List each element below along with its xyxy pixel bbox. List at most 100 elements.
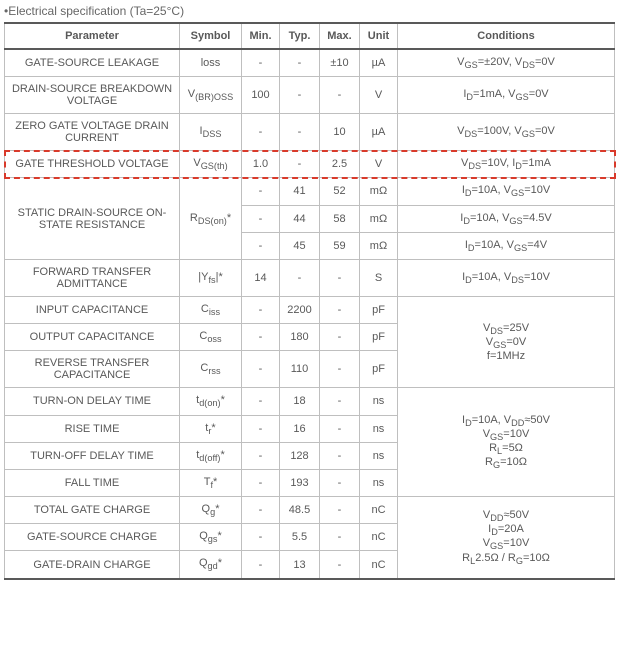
table-row: INPUT CAPACITANCECiss-2200-pFVDS=25VVGS=…	[5, 296, 615, 323]
cell-min: -	[242, 497, 280, 524]
spec-table: Parameter Symbol Min. Typ. Max. Unit Con…	[4, 22, 615, 580]
cell-unit: nC	[360, 497, 398, 524]
cell-unit: V	[360, 77, 398, 114]
cell-unit: ns	[360, 388, 398, 415]
cell-symbol: VGS(th)	[180, 151, 242, 178]
cell-min: -	[242, 442, 280, 469]
cell-typ: -	[280, 259, 320, 296]
cell-max: -	[320, 296, 360, 323]
cell-conditions: VDD≈50VID=20AVGS=10VRL2.5Ω / RG=10Ω	[398, 497, 615, 579]
cell-max: 2.5	[320, 151, 360, 178]
cell-parameter: TOTAL GATE CHARGE	[5, 497, 180, 524]
cell-symbol: Qg*	[180, 497, 242, 524]
cell-unit: mΩ	[360, 178, 398, 205]
cell-min: -	[242, 551, 280, 579]
table-body: GATE-SOURCE LEAKAGEloss--±10µAVGS=±20V, …	[5, 49, 615, 579]
cell-max: 52	[320, 178, 360, 205]
cell-typ: -	[280, 151, 320, 178]
cell-max: -	[320, 469, 360, 496]
cell-unit: ns	[360, 415, 398, 442]
table-row: TURN-ON DELAY TIMEtd(on)*-18-nsID=10A, V…	[5, 388, 615, 415]
cell-min: -	[242, 469, 280, 496]
cell-conditions: VGS=±20V, VDS=0V	[398, 49, 615, 77]
cell-parameter: TURN-OFF DELAY TIME	[5, 442, 180, 469]
cell-max: -	[320, 259, 360, 296]
cell-max: -	[320, 524, 360, 551]
cell-conditions: VDS=10V, ID=1mA	[398, 151, 615, 178]
cell-symbol: V(BR)OSS	[180, 77, 242, 114]
table-row: GATE-SOURCE LEAKAGEloss--±10µAVGS=±20V, …	[5, 49, 615, 77]
cell-parameter: INPUT CAPACITANCE	[5, 296, 180, 323]
cell-typ: 45	[280, 232, 320, 259]
cell-parameter: GATE THRESHOLD VOLTAGE	[5, 151, 180, 178]
cell-max: -	[320, 351, 360, 388]
cell-unit: µA	[360, 114, 398, 151]
cell-typ: 180	[280, 324, 320, 351]
cell-min: 1.0	[242, 151, 280, 178]
cell-max: -	[320, 324, 360, 351]
cell-unit: mΩ	[360, 232, 398, 259]
cell-typ: 44	[280, 205, 320, 232]
cell-typ: 2200	[280, 296, 320, 323]
cell-parameter: REVERSE TRANSFER CAPACITANCE	[5, 351, 180, 388]
cell-symbol: Crss	[180, 351, 242, 388]
cell-parameter: GATE-SOURCE CHARGE	[5, 524, 180, 551]
table-caption: •Electrical specification (Ta=25°C)	[4, 4, 615, 18]
cell-typ: 13	[280, 551, 320, 579]
cell-typ: 16	[280, 415, 320, 442]
cell-symbol: td(on)*	[180, 388, 242, 415]
th-parameter: Parameter	[5, 23, 180, 49]
cell-symbol: Qgs*	[180, 524, 242, 551]
cell-min: 14	[242, 259, 280, 296]
cell-unit: ns	[360, 469, 398, 496]
cell-max: 58	[320, 205, 360, 232]
cell-min: -	[242, 232, 280, 259]
cell-parameter: GATE-SOURCE LEAKAGE	[5, 49, 180, 77]
th-typ: Typ.	[280, 23, 320, 49]
cell-parameter: FALL TIME	[5, 469, 180, 496]
table-row: DRAIN-SOURCE BREAKDOWN VOLTAGEV(BR)OSS10…	[5, 77, 615, 114]
cell-min: -	[242, 324, 280, 351]
cell-min: -	[242, 524, 280, 551]
cell-parameter: ZERO GATE VOLTAGE DRAIN CURRENT	[5, 114, 180, 151]
cell-symbol: IDSS	[180, 114, 242, 151]
cell-unit: V	[360, 151, 398, 178]
cell-min: -	[242, 205, 280, 232]
cell-parameter: RISE TIME	[5, 415, 180, 442]
cell-conditions: ID=10A, VGS=10V	[398, 178, 615, 205]
cell-conditions: VDS=25VVGS=0Vf=1MHz	[398, 296, 615, 387]
cell-unit: nC	[360, 524, 398, 551]
cell-max: -	[320, 442, 360, 469]
table-row: GATE THRESHOLD VOLTAGEVGS(th)1.0-2.5VVDS…	[5, 151, 615, 178]
cell-max: -	[320, 415, 360, 442]
th-min: Min.	[242, 23, 280, 49]
cell-max: 59	[320, 232, 360, 259]
cell-min: -	[242, 114, 280, 151]
cell-symbol: Qgd*	[180, 551, 242, 579]
cell-max: -	[320, 388, 360, 415]
cell-min: -	[242, 296, 280, 323]
cell-symbol: Tf*	[180, 469, 242, 496]
cell-parameter: DRAIN-SOURCE BREAKDOWN VOLTAGE	[5, 77, 180, 114]
cell-min: -	[242, 388, 280, 415]
header-row: Parameter Symbol Min. Typ. Max. Unit Con…	[5, 23, 615, 49]
cell-parameter: OUTPUT CAPACITANCE	[5, 324, 180, 351]
table-row: TOTAL GATE CHARGEQg*-48.5-nCVDD≈50VID=20…	[5, 497, 615, 524]
cell-typ: 41	[280, 178, 320, 205]
cell-unit: µA	[360, 49, 398, 77]
cell-unit: mΩ	[360, 205, 398, 232]
cell-typ: 5.5	[280, 524, 320, 551]
cell-symbol: Coss	[180, 324, 242, 351]
table-row: STATIC DRAIN-SOURCE ON-STATE RESISTANCER…	[5, 178, 615, 205]
cell-symbol: tr*	[180, 415, 242, 442]
cell-conditions: ID=1mA, VGS=0V	[398, 77, 615, 114]
cell-symbol: loss	[180, 49, 242, 77]
cell-typ: -	[280, 77, 320, 114]
th-conditions: Conditions	[398, 23, 615, 49]
th-max: Max.	[320, 23, 360, 49]
cell-max: 10	[320, 114, 360, 151]
cell-parameter: STATIC DRAIN-SOURCE ON-STATE RESISTANCE	[5, 178, 180, 260]
th-unit: Unit	[360, 23, 398, 49]
cell-typ: 110	[280, 351, 320, 388]
th-symbol: Symbol	[180, 23, 242, 49]
